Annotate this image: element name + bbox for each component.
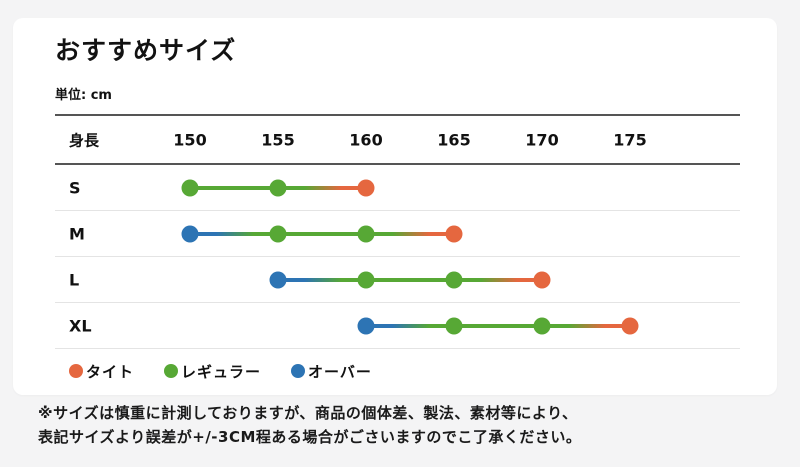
fit-dot-regular xyxy=(533,317,551,334)
range-line xyxy=(190,185,278,190)
legend-label: レギュラー xyxy=(181,362,262,381)
range-line xyxy=(278,231,366,236)
row-header-label: 身長 xyxy=(69,131,100,149)
legend-dot-icon xyxy=(69,364,83,378)
size-row-m: M xyxy=(55,211,740,257)
range-line xyxy=(278,185,366,190)
fit-dot-regular xyxy=(269,225,287,242)
disclaimer-line-1: ※サイズは慎重に計測しておりますが、商品の個体差、製法、素材等により、 xyxy=(38,404,578,422)
fit-dot-tight xyxy=(533,271,551,288)
size-chart: 身長 150 155 160 165 170 175 S M L XL タイト レギュラー オーバー xyxy=(55,114,740,393)
range-line xyxy=(278,277,366,282)
fit-dot-regular xyxy=(269,179,287,196)
fit-dot-regular xyxy=(357,271,375,288)
fit-dot-regular xyxy=(357,225,375,242)
fit-dot-tight xyxy=(621,317,639,334)
fit-dot-tight xyxy=(357,179,375,196)
legend-label: タイト xyxy=(86,362,135,381)
legend-item-regular: レギュラー xyxy=(164,361,261,382)
height-col-label: 160 xyxy=(349,130,383,149)
range-line xyxy=(366,277,454,282)
size-label: S xyxy=(69,178,81,197)
range-line xyxy=(366,323,454,328)
size-row-xl: XL xyxy=(55,303,740,349)
size-label: L xyxy=(69,270,80,289)
size-row-s: S xyxy=(55,165,740,211)
disclaimer-text: ※サイズは慎重に計測しておりますが、商品の個体差、製法、素材等により、 表記サイ… xyxy=(38,401,581,449)
size-label: XL xyxy=(69,316,92,335)
legend-item-tight: タイト xyxy=(69,361,134,382)
size-label: M xyxy=(69,224,85,243)
size-guide-card: おすすめサイズ 単位: cm 身長 150 155 160 165 170 175 S M L… xyxy=(13,18,777,395)
fit-dot-regular xyxy=(181,179,199,196)
range-line xyxy=(454,277,542,282)
legend-label: オーバー xyxy=(308,362,372,381)
size-row-l: L xyxy=(55,257,740,303)
height-col-label: 165 xyxy=(437,130,471,149)
fit-dot-over xyxy=(357,317,375,334)
range-line xyxy=(190,231,278,236)
fit-dot-over xyxy=(269,271,287,288)
disclaimer-line-2: 表記サイズより誤差が+/-3CM程ある場合がごさいますのでこ了承ください。 xyxy=(38,428,582,446)
range-line xyxy=(454,323,542,328)
legend: タイト レギュラー オーバー xyxy=(55,349,740,393)
chart-rows: S M L XL xyxy=(55,165,740,349)
fit-dot-tight xyxy=(445,225,463,242)
page-title: おすすめサイズ xyxy=(55,36,237,65)
fit-dot-regular xyxy=(445,317,463,334)
legend-dot-icon xyxy=(291,364,306,378)
legend-item-over: オーバー xyxy=(291,361,372,382)
range-line xyxy=(366,231,454,236)
height-col-label: 170 xyxy=(525,130,559,149)
legend-dot-icon xyxy=(164,364,179,378)
chart-header-row: 身長 150 155 160 165 170 175 xyxy=(55,114,740,165)
fit-dot-regular xyxy=(445,271,463,288)
unit-label: 単位: cm xyxy=(55,88,112,103)
range-line xyxy=(542,323,630,328)
height-col-label: 150 xyxy=(173,130,207,149)
height-col-label: 175 xyxy=(613,130,647,149)
fit-dot-over xyxy=(181,225,199,242)
height-col-label: 155 xyxy=(261,130,295,149)
